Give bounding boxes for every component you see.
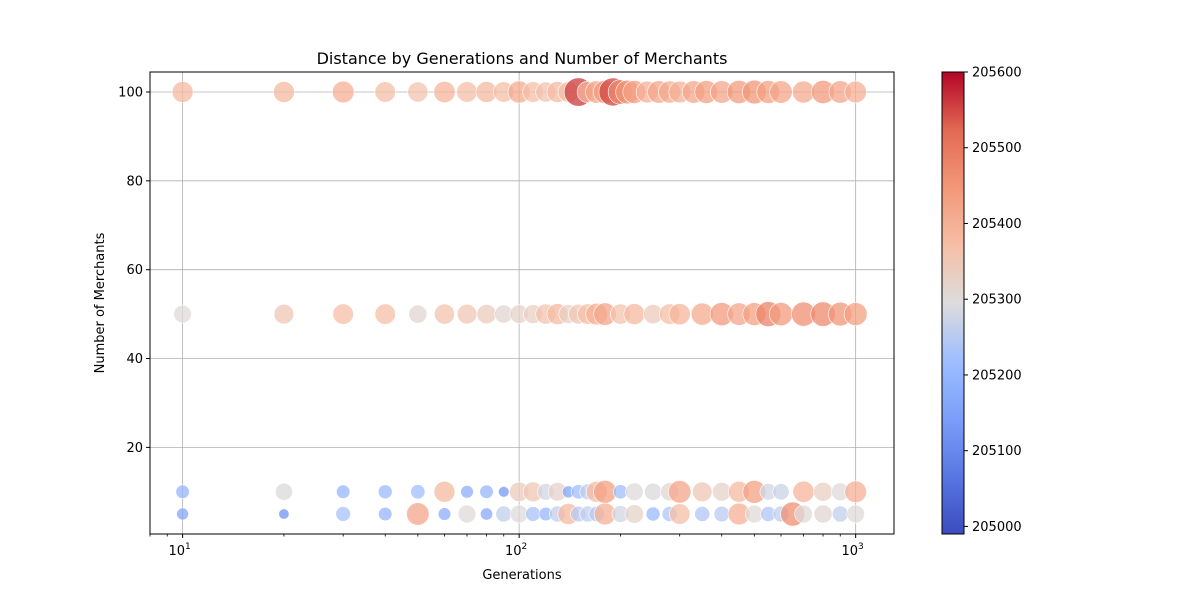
scatter-point	[331, 80, 355, 104]
scatter-point	[374, 303, 396, 325]
scatter-point	[336, 484, 351, 499]
colorbar-tick-label: 205600	[972, 66, 1022, 81]
scatter-point	[433, 80, 456, 103]
chart-title: Distance by Generations and Number of Me…	[317, 49, 728, 68]
plot-area-frame	[149, 71, 895, 535]
scatter-point	[410, 484, 426, 500]
grid-lines	[150, 72, 894, 534]
y-tick-label: 80	[126, 174, 143, 189]
colorbar-tick-label: 205400	[972, 217, 1022, 232]
scatter-point	[843, 302, 868, 326]
scatter-point	[768, 302, 793, 327]
scatter-point	[525, 506, 541, 522]
x-axis-label: Generations	[482, 568, 562, 583]
scatter-point	[772, 483, 790, 501]
scatter-point	[456, 81, 478, 103]
y-axis-label: Number of Merchants	[93, 232, 108, 373]
y-tick-label: 60	[126, 263, 143, 278]
scatter-point	[645, 506, 661, 522]
scatter-point	[844, 480, 867, 503]
scatter-point	[624, 504, 644, 524]
scatter-point	[275, 482, 293, 501]
scatter-point	[668, 303, 691, 326]
colorbar-tick-label: 205200	[972, 368, 1022, 383]
scatter-point	[668, 480, 692, 504]
scatter-point	[173, 304, 192, 324]
y-tick-label: 100	[118, 85, 143, 100]
y-tick-label: 20	[126, 441, 143, 456]
scatter-point	[644, 482, 662, 501]
scatter-point	[406, 502, 430, 526]
scatter-point	[273, 81, 295, 103]
scatter-point	[457, 504, 477, 524]
scatter-point	[278, 508, 290, 520]
colorbar-tick-label: 205500	[972, 141, 1022, 156]
colorbar-tick-label: 205000	[972, 520, 1022, 535]
scatter-point	[437, 507, 452, 521]
colorbar-tick-label: 205100	[972, 444, 1022, 459]
scatter-point	[176, 507, 189, 521]
scatter-point	[273, 303, 295, 325]
scatter-point	[813, 481, 833, 502]
scatter-point	[846, 504, 865, 524]
scatter-point	[460, 485, 474, 499]
scatter-point	[844, 80, 867, 104]
colorbar	[941, 71, 965, 535]
colorbar-ticks: 205000 205100 205200 205300 205400 205500 2056…	[964, 66, 1022, 535]
scatter-point	[713, 505, 730, 523]
scatter-point	[694, 506, 711, 522]
scatter-point	[625, 482, 644, 501]
scatter-point	[377, 484, 393, 500]
scatter-point	[433, 480, 456, 503]
x-tick-label: 102	[505, 542, 527, 559]
scatter-point	[476, 304, 497, 325]
scatter-point	[434, 303, 455, 325]
scatter-point	[171, 81, 194, 103]
scatter-point	[831, 505, 849, 523]
y-axis-ticks: 20 40 60 80 100	[118, 85, 150, 456]
scatter-point	[480, 507, 494, 521]
scatter-point	[495, 505, 513, 523]
y-tick-label: 40	[126, 352, 143, 367]
x-tick-label: 103	[842, 542, 864, 559]
scatter-point	[175, 484, 190, 499]
scatter-point	[692, 481, 713, 502]
scatter-point	[623, 303, 646, 325]
scatter-point	[479, 484, 494, 499]
scatter-point	[456, 303, 478, 325]
x-axis-ticks: 101 102 103	[149, 534, 864, 559]
scatter-point	[669, 503, 691, 525]
scatter-point	[332, 303, 354, 325]
scatter-points	[171, 77, 868, 527]
scatter-point	[378, 506, 393, 522]
scatter-point	[407, 81, 429, 103]
scatter-point	[335, 506, 351, 522]
x-tick-label: 101	[168, 542, 190, 559]
scatter-point	[498, 486, 510, 498]
scatter-point	[769, 80, 793, 104]
scatter-point	[794, 504, 813, 524]
scatter-point	[408, 304, 428, 324]
colorbar-tick-label: 205300	[972, 293, 1022, 308]
scatter-point	[374, 81, 396, 103]
scatter-point	[792, 480, 815, 503]
scatter-point	[813, 504, 833, 524]
